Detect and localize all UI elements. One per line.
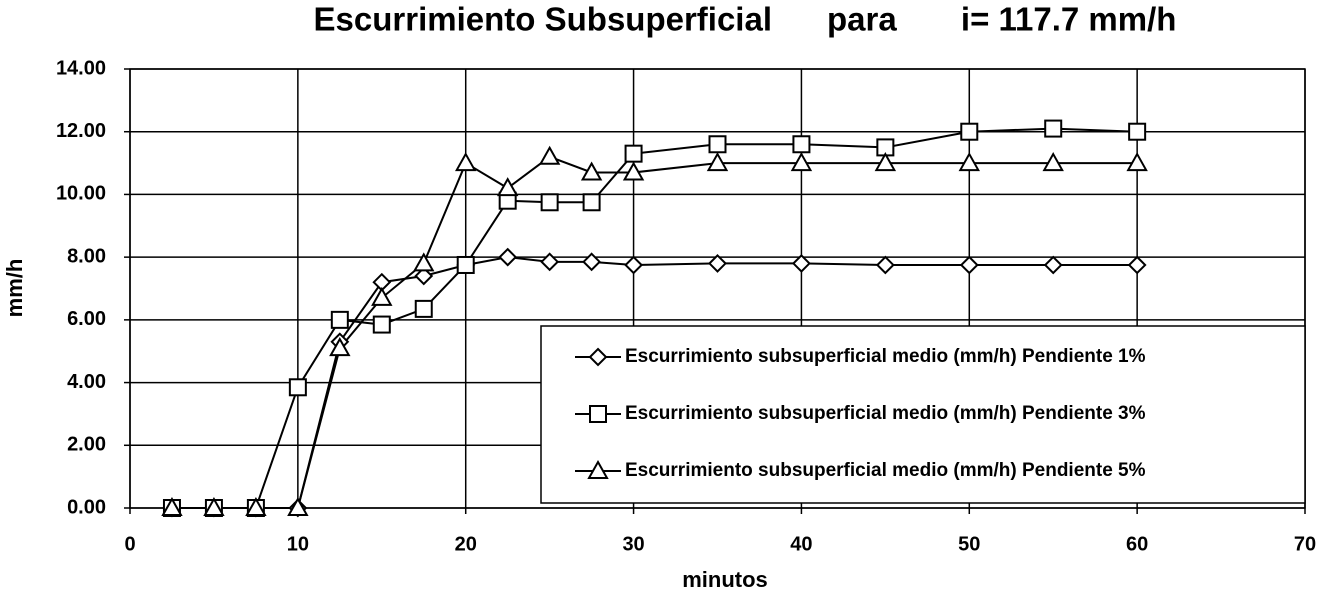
marker-triangle — [245, 496, 267, 516]
series-line — [171, 127, 1138, 509]
y-tick-label: 0.00 — [67, 496, 106, 518]
marker-triangle — [790, 152, 813, 172]
marker-triangle — [587, 459, 609, 479]
marker-triangle — [455, 152, 477, 172]
y-axis-label: mm/h — [2, 259, 27, 318]
marker-square — [792, 135, 811, 154]
marker-triangle — [1126, 152, 1148, 172]
marker-square — [414, 299, 433, 318]
marker-triangle — [538, 145, 561, 165]
marker-diamond — [1043, 255, 1063, 275]
x-tick-label: 70 — [1294, 533, 1316, 555]
marker-diamond — [1127, 255, 1147, 275]
marker-triangle — [1042, 152, 1064, 172]
marker-square — [582, 193, 601, 212]
legend-label: Escurrimiento subsuperficial medio (mm/h… — [625, 403, 1146, 424]
y-tick-label: 10.00 — [56, 183, 106, 205]
marker-square — [288, 378, 307, 397]
y-tick-label: 12.00 — [56, 120, 106, 142]
x-tick-label: 50 — [958, 533, 980, 555]
marker-triangle — [580, 161, 603, 181]
marker-diamond — [875, 255, 895, 275]
marker-triangle — [329, 337, 351, 357]
marker-diamond — [959, 255, 979, 275]
marker-square — [372, 315, 391, 334]
chart-title: Escurrimiento Subsuperficial para i= 117… — [314, 1, 1177, 38]
marker-diamond — [540, 252, 560, 272]
marker-triangle — [161, 496, 183, 516]
legend-box — [540, 325, 1306, 504]
marker-square — [589, 405, 607, 423]
marker-diamond — [414, 266, 434, 286]
marker-square — [456, 255, 475, 274]
x-tick-label: 20 — [455, 533, 477, 555]
y-tick-label: 6.00 — [67, 308, 106, 330]
y-tick-label: 14.00 — [56, 57, 106, 79]
marker-triangle — [874, 152, 897, 172]
x-tick-label: 0 — [124, 533, 135, 555]
x-tick-label: 40 — [790, 533, 812, 555]
marker-diamond — [582, 252, 602, 272]
marker-square — [624, 144, 643, 163]
marker-diamond — [498, 247, 518, 267]
marker-triangle — [496, 177, 519, 197]
plot-frame — [129, 68, 1306, 509]
x-tick-label: 30 — [622, 533, 644, 555]
marker-triangle — [622, 161, 645, 181]
marker-triangle — [203, 496, 225, 516]
marker-diamond — [708, 254, 727, 273]
marker-square — [960, 122, 979, 141]
marker-square — [708, 135, 727, 154]
marker-square — [540, 193, 559, 212]
marker-triangle — [958, 152, 980, 172]
x-tick-label: 10 — [287, 533, 309, 555]
marker-square — [1044, 119, 1063, 138]
marker-diamond — [588, 347, 608, 367]
marker-diamond — [792, 254, 811, 273]
marker-triangle — [371, 286, 393, 306]
legend-label: Escurrimiento subsuperficial medio (mm/h… — [625, 346, 1146, 367]
y-tick-label: 4.00 — [67, 371, 106, 393]
legend-label: Escurrimiento subsuperficial medio (mm/h… — [625, 460, 1146, 481]
marker-triangle — [287, 496, 309, 516]
marker-diamond — [624, 255, 643, 275]
x-tick-label: 60 — [1126, 533, 1148, 555]
y-tick-label: 2.00 — [67, 434, 106, 456]
x-axis-label: minutos — [682, 567, 768, 592]
marker-square — [330, 310, 349, 329]
y-tick-label: 8.00 — [67, 245, 106, 267]
marker-triangle — [706, 152, 729, 172]
marker-triangle — [413, 252, 435, 272]
marker-square — [1128, 122, 1147, 141]
